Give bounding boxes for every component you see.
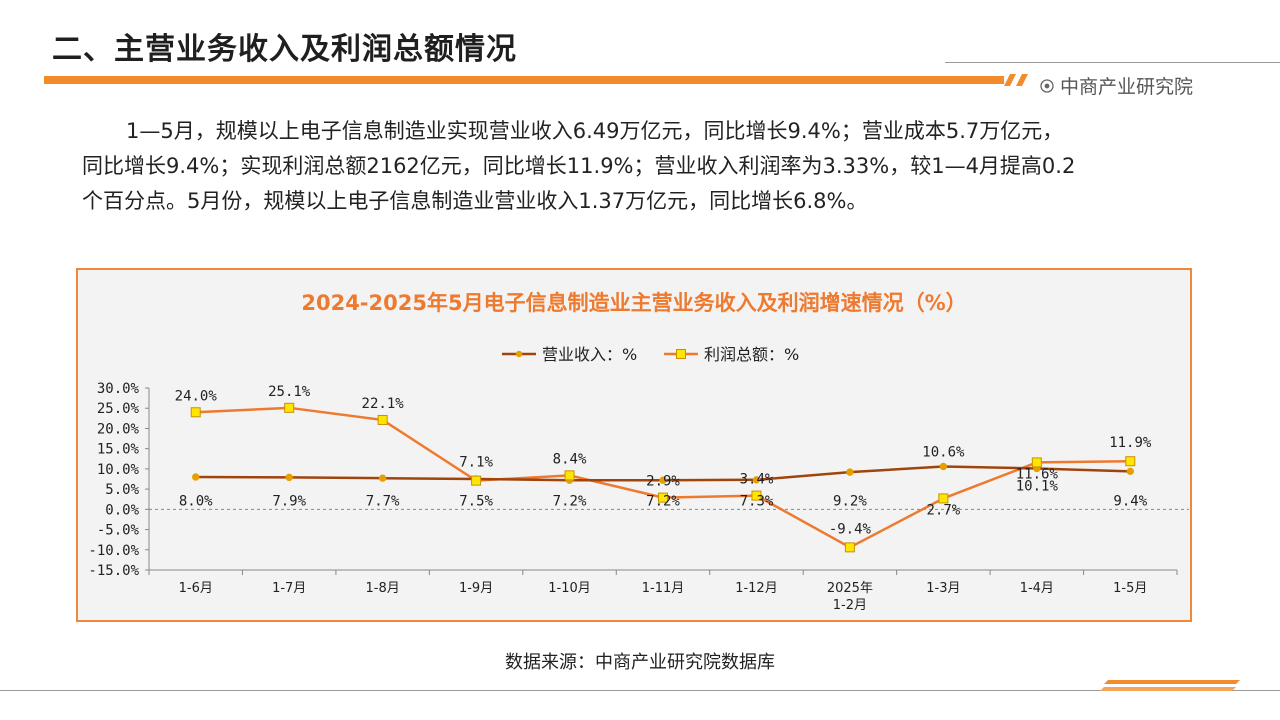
revenue-point [285, 473, 293, 482]
page-title: 二、主营业务收入及利润总额情况 [52, 32, 517, 67]
x-tick-label: 1-5月 [1113, 581, 1147, 596]
revenue-point [192, 473, 200, 481]
legend-revenue-label: 营业收入：% [542, 345, 637, 364]
slash-decoration [1004, 74, 1028, 86]
profit-data-label: -9.4% [829, 521, 872, 537]
revenue-data-label: 10.1% [1016, 478, 1059, 494]
legend-revenue-marker [515, 350, 523, 358]
revenue-point [752, 476, 761, 484]
brand-name: 中商产业研究院 [1060, 76, 1194, 98]
revenue-data-label: 9.4% [1113, 493, 1147, 509]
profit-point [471, 475, 482, 486]
summary-paragraph: 1—5月，规模以上电子信息制造业实现营业收入6.49万亿元，同比增长9.4%；营… [82, 114, 1182, 219]
profit-point [658, 492, 668, 503]
profit-point [377, 414, 388, 425]
profit-data-label: 2.7% [927, 502, 961, 518]
revenue-data-label: 7.5% [459, 493, 493, 509]
paragraph-line-1: 1—5月，规模以上电子信息制造业实现营业收入6.49万亿元，同比增长9.4%；营… [126, 119, 1064, 143]
y-tick-label: 5.0% [105, 482, 139, 498]
profit-data-label: 22.1% [362, 396, 405, 412]
y-tick-label: 0.0% [105, 502, 139, 518]
profit-data-label: 7.1% [459, 455, 493, 471]
profit-point [1031, 457, 1042, 468]
profit-point [938, 493, 949, 504]
profit-data-label: 25.1% [268, 384, 311, 400]
x-tick-label: 1-12月 [735, 581, 778, 596]
y-tick-label: 25.0% [97, 401, 140, 417]
revenue-data-label: 7.2% [553, 493, 587, 509]
revenue-data-label: 10.6% [922, 444, 965, 460]
header-rule [945, 62, 1280, 63]
paragraph-line-3: 个百分点。5月份，规模以上电子信息制造业营业收入1.37万亿元，同比增长6.8%… [82, 189, 868, 213]
x-axis: 1-6月 1-7月 1-8月 1-9月 1-10月 1-11月 1-12月 2025年 1-2月… [148, 508, 1189, 613]
data-source: 数据来源：中商产业研究院数据库 [505, 652, 775, 673]
profit-data-label: 8.4% [553, 451, 587, 467]
target-icon [1040, 78, 1054, 93]
profit-point [751, 490, 762, 501]
y-axis: 30.0% 25.0% 20.0% 15.0% 10.0% 5.0% 0.0% -5.0% -1… [88, 381, 150, 579]
x-tick-label: 1-3月 [926, 581, 960, 596]
revenue-data-label: 7.7% [366, 493, 400, 509]
line-chart: 2024-2025年5月电子信息制造业主营业务收入及利润增速情况（%） 营业收入… [88, 291, 1189, 613]
profit-data-label: 11.9% [1109, 435, 1152, 451]
chart-legend: 营业收入：% 利润总额：% [502, 345, 799, 364]
profit-data-label: 11.6% [1016, 466, 1059, 482]
y-tick-label: 10.0% [97, 462, 140, 478]
x-tick-label: 1-9月 [459, 581, 493, 596]
x-tick-label: 1-7月 [272, 581, 306, 596]
y-tick-label: -5.0% [97, 523, 140, 539]
brand-label: 中商产业研究院 [1040, 72, 1193, 99]
x-tick-label: 1-11月 [642, 581, 685, 596]
revenue-point [378, 474, 387, 482]
y-tick-label: -15.0% [88, 563, 139, 579]
revenue-data-label: 7.3% [740, 493, 774, 509]
profit-data-label: 2.9% [646, 474, 680, 490]
x-tick-label: 1-8月 [366, 581, 400, 596]
profit-point [190, 407, 201, 418]
profit-point [1125, 456, 1136, 467]
y-tick-label: 30.0% [97, 381, 140, 397]
profit-point [564, 470, 575, 481]
paragraph-line-2: 同比增长9.4%；实现利润总额2162亿元，同比增长11.9%；营业收入利润率为… [82, 154, 1076, 178]
revenue-point [846, 468, 854, 476]
y-tick-label: -10.0% [88, 543, 139, 559]
profit-data-label: 3.4% [740, 472, 774, 488]
revenue-point [1126, 467, 1134, 476]
y-tick-label: 15.0% [97, 442, 140, 458]
x-tick-label: 2025年 [827, 581, 873, 596]
x-tick-label: 1-2月 [833, 598, 867, 613]
chart-series: 8.0% 7.9% 7.7% 7.5% 7.2% 7.2% 7.3% 9.2% 10.6% 10.… [175, 384, 1152, 553]
y-tick-label: 20.0% [97, 421, 140, 437]
revenue-point [659, 476, 667, 484]
x-tick-label: 1-4月 [1020, 581, 1054, 596]
chart-panel: 2024-2025年5月电子信息制造业主营业务收入及利润增速情况（%） 营业收入… [76, 268, 1192, 622]
title-underline-bar [44, 76, 1004, 84]
revenue-data-label: 8.0% [179, 493, 213, 509]
chart-title: 2024-2025年5月电子信息制造业主营业务收入及利润增速情况（%） [301, 291, 966, 315]
profit-data-label: 24.0% [175, 388, 218, 404]
profit-point [284, 402, 295, 413]
revenue-point [939, 462, 948, 471]
revenue-data-label: 7.9% [272, 493, 306, 509]
legend-profit-marker [676, 349, 686, 359]
revenue-data-label: 9.2% [833, 493, 867, 509]
legend-profit-label: 利润总额：% [704, 345, 799, 364]
profit-point [844, 542, 855, 553]
footer-rule [0, 690, 1280, 691]
revenue-data-label: 7.2% [646, 493, 680, 509]
x-tick-label: 1-10月 [548, 581, 591, 596]
footer-stripes [1100, 680, 1240, 691]
x-tick-label: 1-6月 [179, 581, 213, 596]
